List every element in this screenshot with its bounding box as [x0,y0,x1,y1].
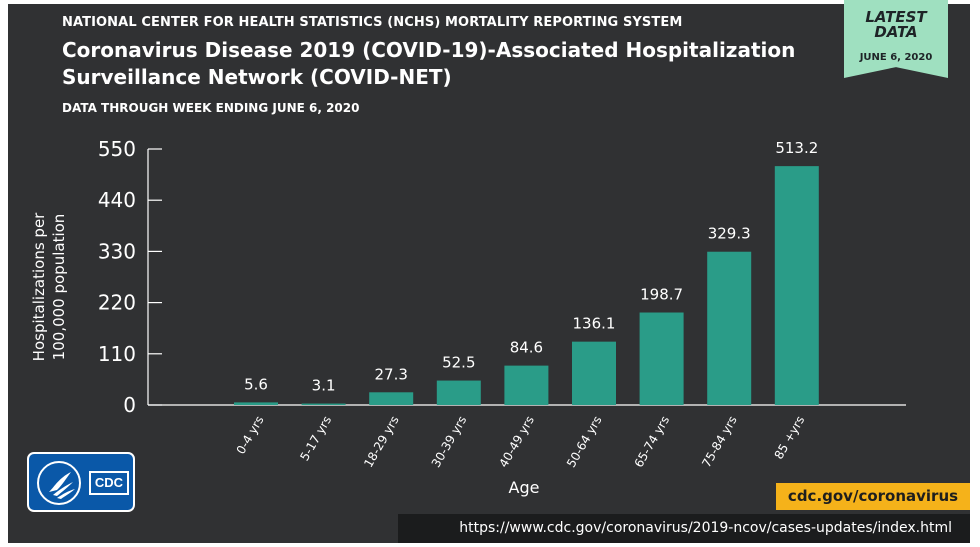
x-axis-ticks: 0-4 yrs 5-17 yrs 18-29 yrs 30-39 yrs 40-49 y… [234,414,808,470]
value-label: 84.6 [510,339,543,357]
value-label: 513.2 [775,139,818,157]
chart-subtitle: DATA THROUGH WEEK ENDING JUNE 6, 2020 [62,101,360,115]
bar [234,402,278,405]
x-tick-label: 50-64 yrs [564,414,605,470]
value-label: 136.1 [573,315,616,333]
bar [504,365,549,405]
cdc-logo: CDC [27,452,135,512]
x-tick-label: 5-17 yrs [297,414,334,464]
y-axis-label-line1: Hospitalizations per [30,212,48,362]
bar [707,251,752,405]
value-label: 3.1 [312,377,336,395]
x-axis-label: Age [509,478,540,497]
x-tick-label: 0-4 yrs [234,414,267,457]
x-tick-label: 65-74 yrs [632,414,673,470]
chart-title-line1: Coronavirus Disease 2019 (COVID-19)-Asso… [62,38,796,62]
badge-date: JUNE 6, 2020 [859,52,933,63]
x-tick-label: 30-39 yrs [429,414,470,470]
x-tick-label: 40-49 yrs [496,414,537,470]
value-label: 5.6 [244,375,268,393]
chart-title-line2: Surveillance Network (COVID-NET) [62,65,452,89]
value-label: 27.3 [374,365,407,383]
y-tick-label: 440 [98,188,136,212]
x-tick-label: 18-29 yrs [361,414,402,470]
y-axis: 0 110 220 330 440 550 [98,137,906,417]
y-tick-label: 0 [123,393,136,417]
bar [369,392,414,405]
y-tick-label: 220 [98,291,136,315]
agency-header: NATIONAL CENTER FOR HEALTH STATISTICS (N… [62,15,683,30]
hhs-eagle-icon [37,461,81,505]
bars [234,166,819,405]
badge-title: LATEST DATA [844,10,948,40]
value-label: 198.7 [640,286,683,304]
y-tick-label: 330 [98,239,136,263]
bar [436,380,481,405]
y-tick-label: 550 [98,137,136,161]
bar [572,341,616,405]
x-tick-label: 85 +yrs [772,414,808,462]
value-label: 329.3 [708,225,751,243]
y-axis-label-line2: 100,000 population [50,214,68,361]
x-tick-label: 75-84 yrs [699,414,740,470]
cdc-wordmark: CDC [89,471,129,495]
value-label: 52.5 [442,354,475,372]
latest-data-badge: LATEST DATA JUNE 6, 2020 [844,0,948,78]
value-labels: 5.6 3.1 27.3 52.5 84.6 136.1 198.7 329.3 513.2 [244,139,818,394]
badge-line1: LATEST [865,8,927,26]
site-link[interactable]: cdc.gov/coronavirus [776,483,970,510]
badge-line2: DATA [874,23,918,41]
bar [301,403,346,405]
bar [639,312,684,405]
source-url[interactable]: https://www.cdc.gov/coronavirus/2019-nco… [398,514,970,543]
y-tick-label: 110 [98,342,136,366]
bar [774,166,819,405]
